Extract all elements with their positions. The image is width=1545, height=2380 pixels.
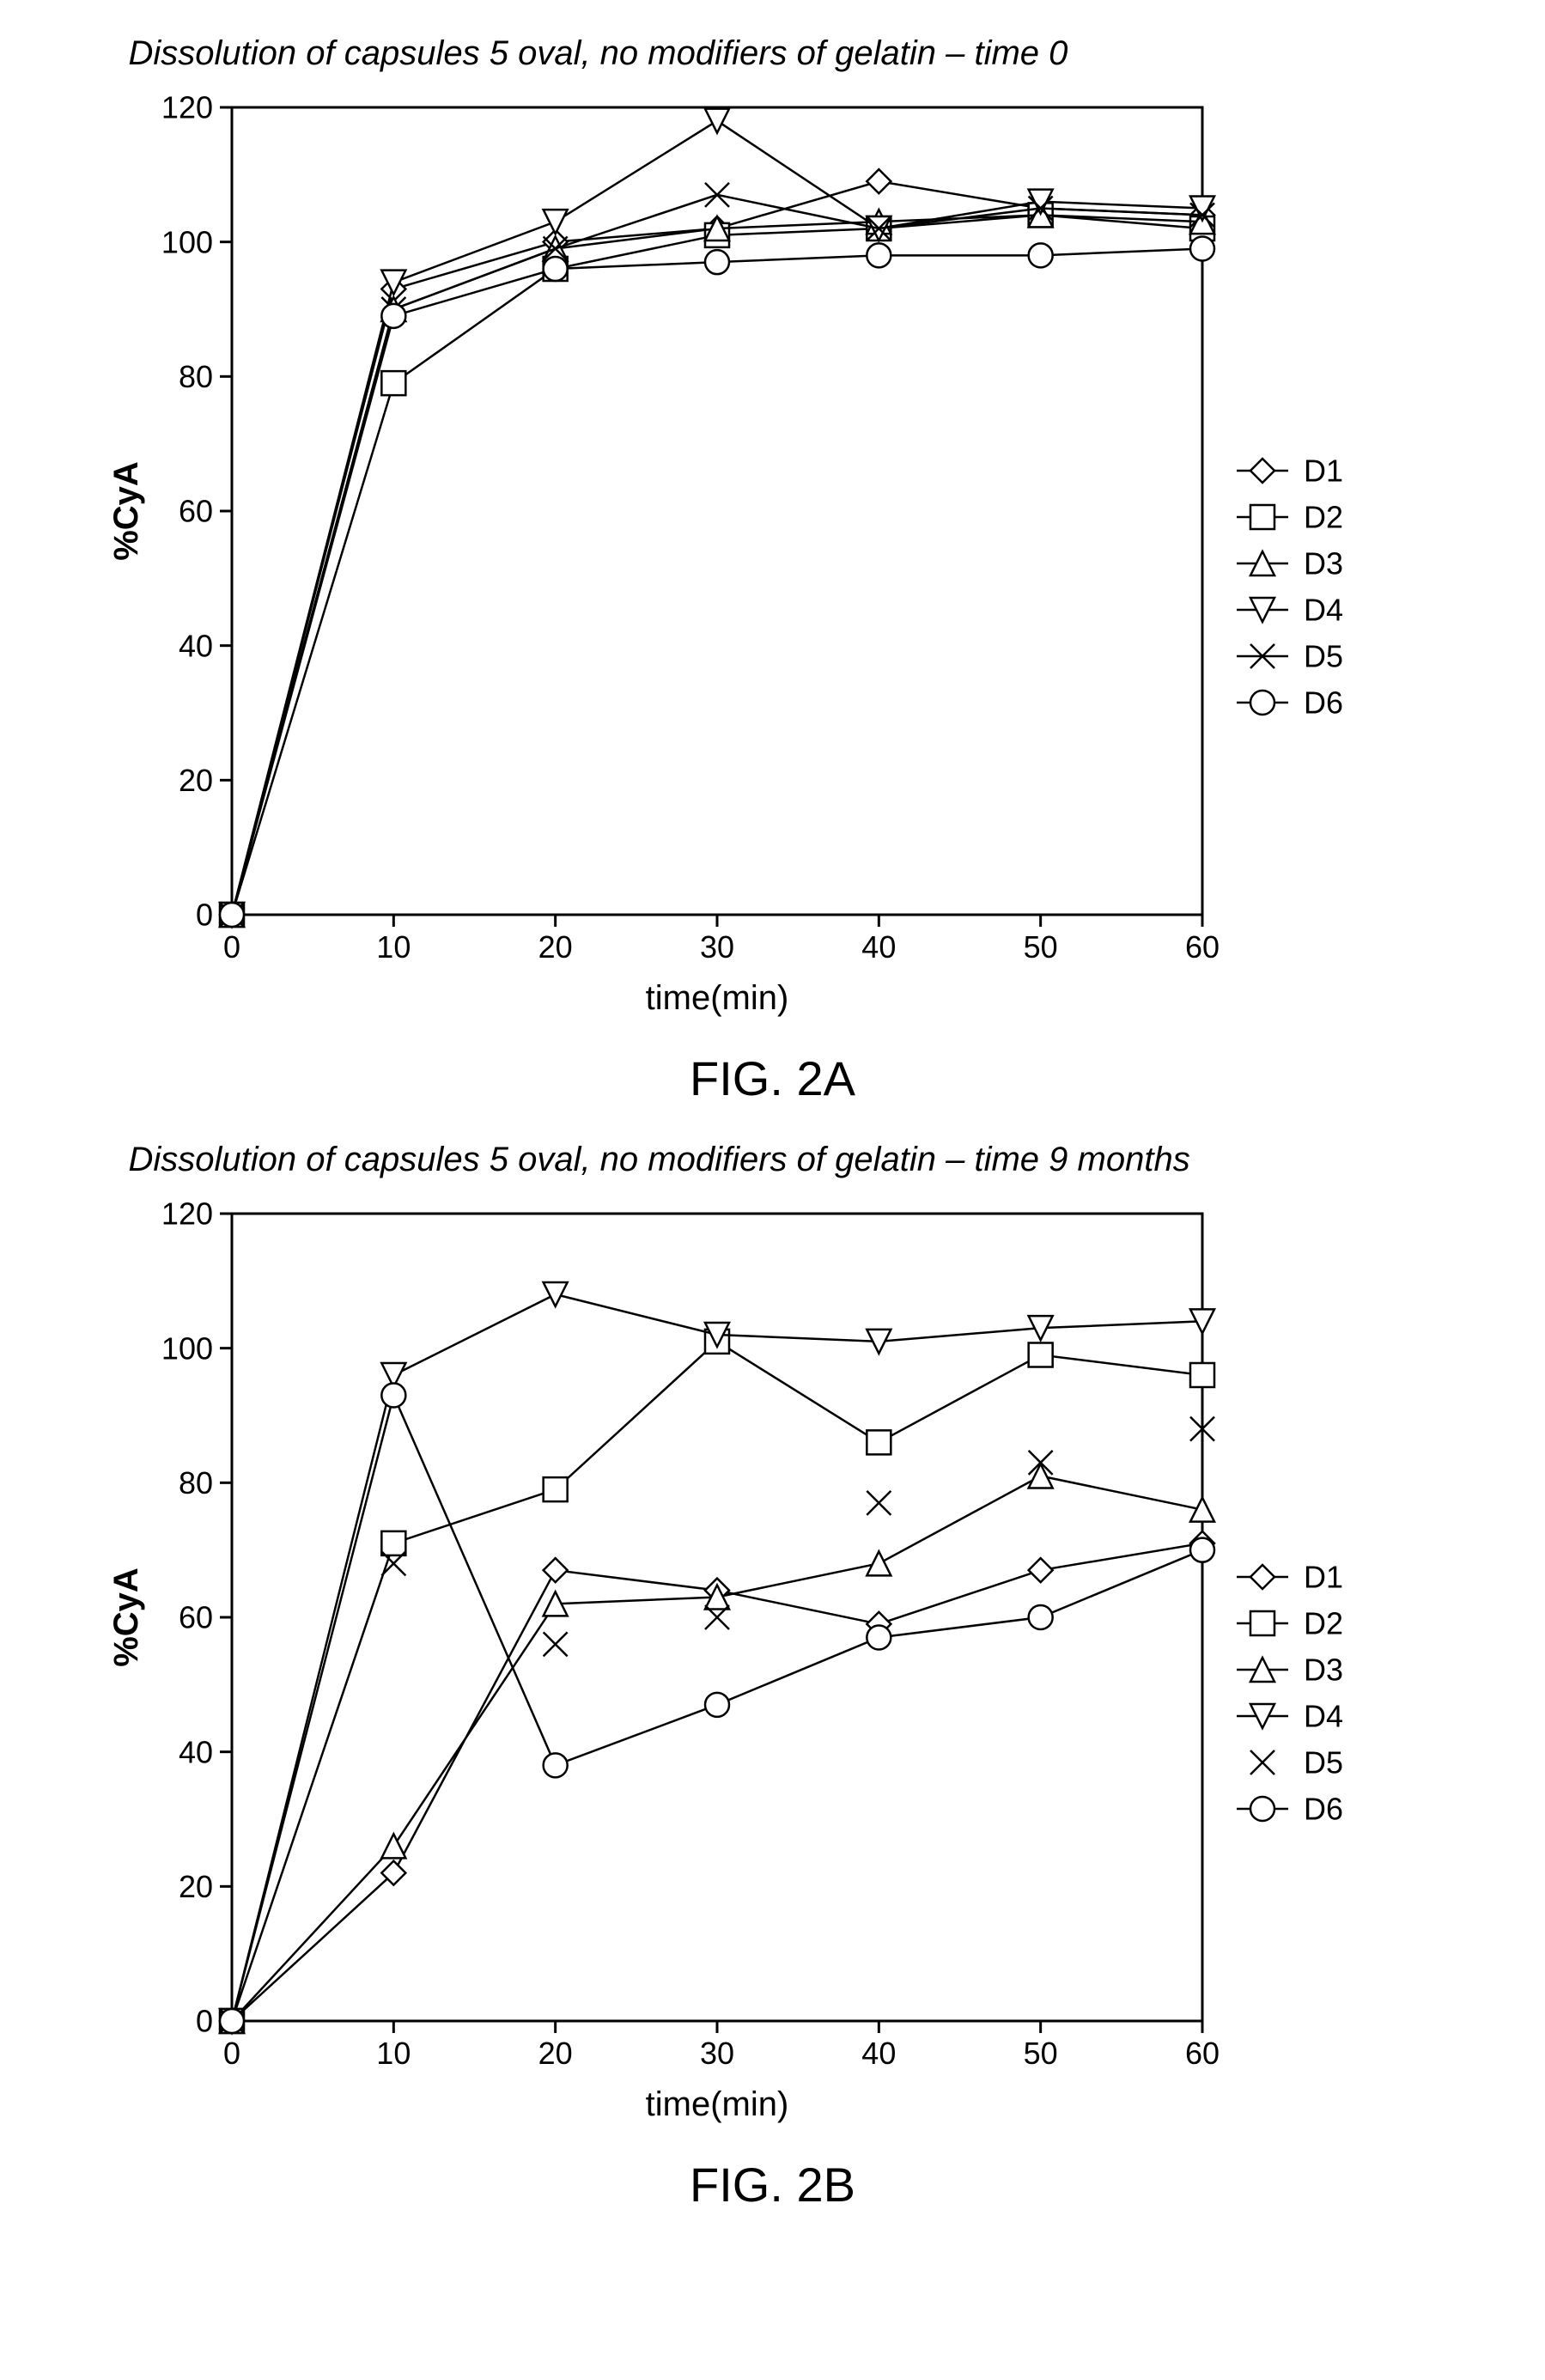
svg-text:20: 20: [538, 929, 572, 965]
svg-text:60: 60: [1184, 929, 1219, 965]
svg-text:10: 10: [376, 2036, 411, 2071]
svg-text:D4: D4: [1304, 593, 1343, 628]
svg-text:%CyA: %CyA: [107, 461, 145, 561]
svg-text:D3: D3: [1304, 546, 1343, 581]
svg-text:40: 40: [178, 628, 212, 663]
svg-text:60: 60: [178, 1600, 212, 1635]
svg-text:%CyA: %CyA: [107, 1567, 145, 1667]
svg-text:time(min): time(min): [645, 979, 788, 1017]
svg-text:80: 80: [178, 1465, 212, 1500]
svg-text:100: 100: [161, 1330, 212, 1366]
svg-text:10: 10: [376, 929, 411, 965]
fig2a-caption: FIG. 2A: [690, 1050, 855, 1106]
svg-text:20: 20: [178, 1869, 212, 1904]
svg-text:20: 20: [538, 2036, 572, 2071]
svg-text:D2: D2: [1304, 1606, 1343, 1641]
fig2b-chart: 0 10 20 30 40 50 60 0 20 40 60 80 100 120 time(min) %Cy…: [86, 1188, 1460, 2150]
svg-text:60: 60: [178, 494, 212, 529]
figure-2b-block: Dissolution of capsules 5 oval, no modif…: [52, 1141, 1493, 2213]
page-root: Dissolution of capsules 5 oval, no modif…: [0, 0, 1545, 2380]
svg-text:D4: D4: [1304, 1699, 1343, 1734]
svg-text:0: 0: [222, 2036, 240, 2071]
svg-text:40: 40: [861, 929, 896, 965]
svg-text:100: 100: [161, 224, 212, 259]
svg-text:60: 60: [1184, 2036, 1219, 2071]
fig2a-title: Dissolution of capsules 5 oval, no modif…: [129, 34, 1417, 73]
svg-text:50: 50: [1023, 929, 1057, 965]
svg-text:D2: D2: [1304, 500, 1343, 535]
svg-text:D3: D3: [1304, 1653, 1343, 1688]
svg-text:30: 30: [699, 2036, 733, 2071]
svg-text:0: 0: [195, 898, 212, 933]
svg-text:40: 40: [178, 1734, 212, 1769]
svg-text:30: 30: [699, 929, 733, 965]
svg-text:120: 120: [161, 1196, 212, 1232]
svg-text:time(min): time(min): [645, 2085, 788, 2123]
svg-text:80: 80: [178, 359, 212, 394]
svg-text:D6: D6: [1304, 1792, 1343, 1827]
fig2a-chart: 0 10 20 30 40 50 60 0 20 40 60 80 100 120 time(min) %Cy…: [86, 82, 1460, 1044]
fig2b-caption: FIG. 2B: [690, 2157, 855, 2213]
svg-text:120: 120: [161, 90, 212, 125]
svg-text:D5: D5: [1304, 1745, 1343, 1780]
svg-text:0: 0: [222, 929, 240, 965]
svg-text:20: 20: [178, 763, 212, 798]
svg-text:40: 40: [861, 2036, 896, 2071]
svg-text:D6: D6: [1304, 685, 1343, 721]
figure-2a-block: Dissolution of capsules 5 oval, no modif…: [52, 34, 1493, 1106]
fig2b-title: Dissolution of capsules 5 oval, no modif…: [129, 1141, 1417, 1179]
svg-text:D5: D5: [1304, 639, 1343, 674]
svg-text:D1: D1: [1304, 453, 1343, 489]
svg-text:50: 50: [1023, 2036, 1057, 2071]
svg-text:D1: D1: [1304, 1560, 1343, 1595]
svg-text:0: 0: [195, 2004, 212, 2039]
